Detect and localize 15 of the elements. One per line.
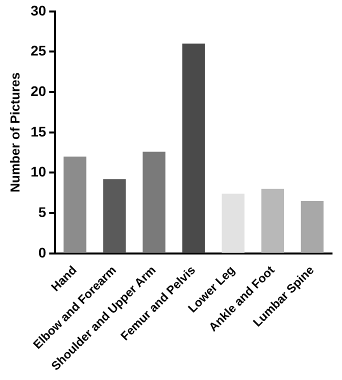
y-tick-label: 15 [30,123,46,140]
y-tick-label: 25 [30,42,46,59]
bar [261,188,284,253]
y-tick-label: 5 [38,204,46,220]
y-tick-label: 10 [30,164,46,180]
y-tick-label: 30 [30,2,46,18]
y-axis-title: Number of Pictures [7,72,22,192]
bar [142,152,166,253]
bar [64,156,86,253]
bar [103,179,126,253]
y-tick-label: 0 [38,244,46,260]
bar [182,44,205,253]
bar [300,200,324,253]
y-tick-label: 20 [30,82,46,99]
bar [222,194,244,253]
